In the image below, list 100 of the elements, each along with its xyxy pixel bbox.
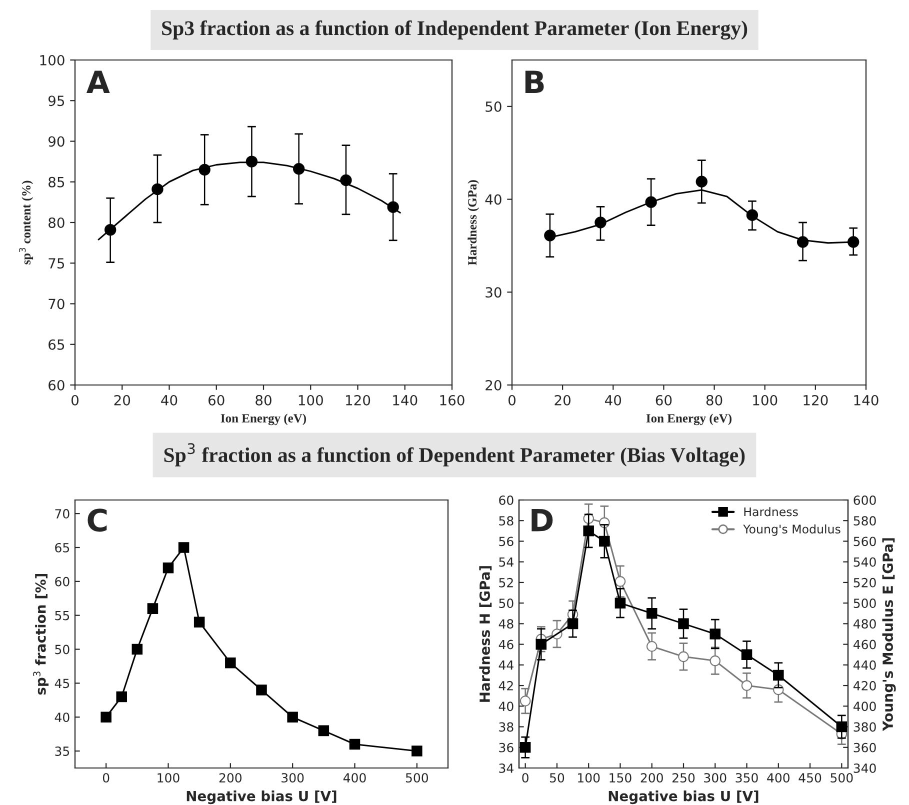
y-tick-label: 50: [55, 644, 70, 654]
y-tick-label: 56: [499, 536, 514, 546]
x-tick-label: 0: [522, 773, 528, 783]
point: [520, 742, 531, 753]
y-tick-label: 60: [499, 495, 514, 505]
y2-tick-label: 360: [854, 742, 876, 752]
x-tick-label: 20: [554, 394, 570, 406]
point: [116, 691, 128, 702]
y2-tick-label: 400: [853, 702, 876, 712]
x-tick-label: 200: [219, 773, 242, 783]
point: [147, 603, 158, 614]
y2-tick-label: 600: [854, 495, 876, 505]
point: [567, 618, 578, 630]
y-axis-title: Hardness (GPa): [468, 180, 480, 266]
point: [544, 230, 556, 242]
x-axis-title: Ion Energy (eV): [646, 414, 732, 426]
y-tick-label: 95: [48, 96, 64, 106]
y2-tick-label: 580: [854, 516, 876, 526]
x-tick-label: 120: [804, 394, 828, 406]
x-tick-label: 40: [161, 394, 178, 406]
x-tick-label: 500: [830, 773, 853, 783]
y-axis-title: sp$^{3}$ content (%): [19, 180, 34, 264]
y2-tick-label: 500: [854, 598, 876, 608]
annotation: C: [88, 508, 107, 532]
y2-tick-label: 340: [854, 763, 876, 773]
y-tick-label: 70: [55, 509, 70, 518]
y2-tick-label: 440: [853, 660, 876, 670]
y-tick-label: 48: [498, 619, 514, 629]
x-tick-label: 100: [158, 773, 180, 783]
x-tick-label: 140: [393, 394, 418, 406]
y-tick-label: 40: [498, 702, 514, 712]
point: [599, 536, 610, 547]
x-tick-label: 100: [578, 773, 600, 783]
y-tick-label: 35: [55, 746, 70, 756]
point: [646, 640, 658, 652]
y-tick-label: 44: [498, 660, 514, 670]
x-tick-label: 200: [640, 773, 663, 783]
point: [614, 576, 626, 587]
point: [583, 526, 594, 536]
y-tick-label: 58: [499, 516, 514, 526]
x-tick-label: 60: [656, 394, 672, 406]
x-tick-label: 450: [798, 773, 822, 783]
y2-tick-label: 380: [854, 722, 876, 732]
x-tick-label: 100: [298, 394, 323, 406]
annotation: B: [525, 70, 544, 93]
point: [678, 618, 689, 630]
y-tick-label: 90: [48, 136, 64, 147]
x-tick-label: 160: [440, 394, 464, 406]
y-tick-label: 40: [54, 712, 70, 722]
point: [162, 562, 174, 574]
annotation: D: [532, 508, 553, 532]
y-tick-label: 70: [48, 298, 64, 310]
x-tick-label: 60: [208, 394, 224, 406]
x-tick-label: 50: [550, 773, 564, 783]
y-tick-label: 85: [48, 176, 64, 188]
point: [100, 712, 112, 722]
point: [349, 738, 360, 750]
x-tick-label: 80: [256, 394, 272, 406]
y-tick-label: 20: [486, 380, 502, 390]
point: [256, 684, 267, 696]
x-tick-label: 100: [753, 394, 778, 406]
y-tick-label: 60: [55, 576, 70, 586]
y-tick-label: 75: [48, 258, 64, 269]
y2-tick-label: 540: [854, 557, 876, 567]
x-tick-label: 150: [610, 773, 632, 783]
x-tick-label: 120: [346, 394, 370, 406]
point: [536, 638, 547, 650]
y-tick-label: 30: [486, 287, 502, 298]
annotation: A: [86, 70, 110, 93]
point: [773, 670, 784, 681]
legend-label: Young's Modulus: [743, 524, 840, 536]
y-tick-label: 50: [486, 101, 502, 112]
x-tick-label: 0: [508, 394, 516, 406]
x-tick-label: 350: [736, 773, 758, 783]
x-tick-label: 140: [854, 394, 878, 406]
x-tick-label: 0: [102, 773, 110, 783]
y-tick-label: 42: [498, 681, 513, 690]
y-tick-label: 54: [499, 557, 514, 567]
x-tick-label: 300: [704, 773, 726, 783]
legend-label: Hardness: [744, 507, 798, 516]
chart-title: Sp$^{3}$ fraction as a function of Dependent Parameter (Bias Voltage): [164, 443, 745, 467]
point: [848, 236, 860, 248]
x-tick-label: 0: [71, 394, 78, 406]
point: [836, 721, 848, 732]
y-tick-label: 65: [55, 542, 70, 552]
x-tick-label: 250: [672, 773, 695, 783]
y-tick-label: 34: [499, 763, 514, 773]
y2-tick-label: 420: [853, 681, 876, 690]
point: [412, 746, 422, 756]
x-tick-label: 40: [604, 394, 622, 406]
point: [287, 712, 298, 722]
point: [520, 696, 531, 706]
point: [614, 598, 626, 608]
y-tick-label: 65: [48, 339, 64, 350]
y-tick-label: 45: [54, 678, 70, 688]
chart-title: Sp3 fraction as a function of Independent Parameter (Ion Energy): [162, 20, 748, 40]
point: [678, 651, 689, 662]
y-tick-label: 36: [499, 742, 514, 752]
point: [710, 655, 721, 666]
y-tick-label: 38: [499, 722, 514, 732]
